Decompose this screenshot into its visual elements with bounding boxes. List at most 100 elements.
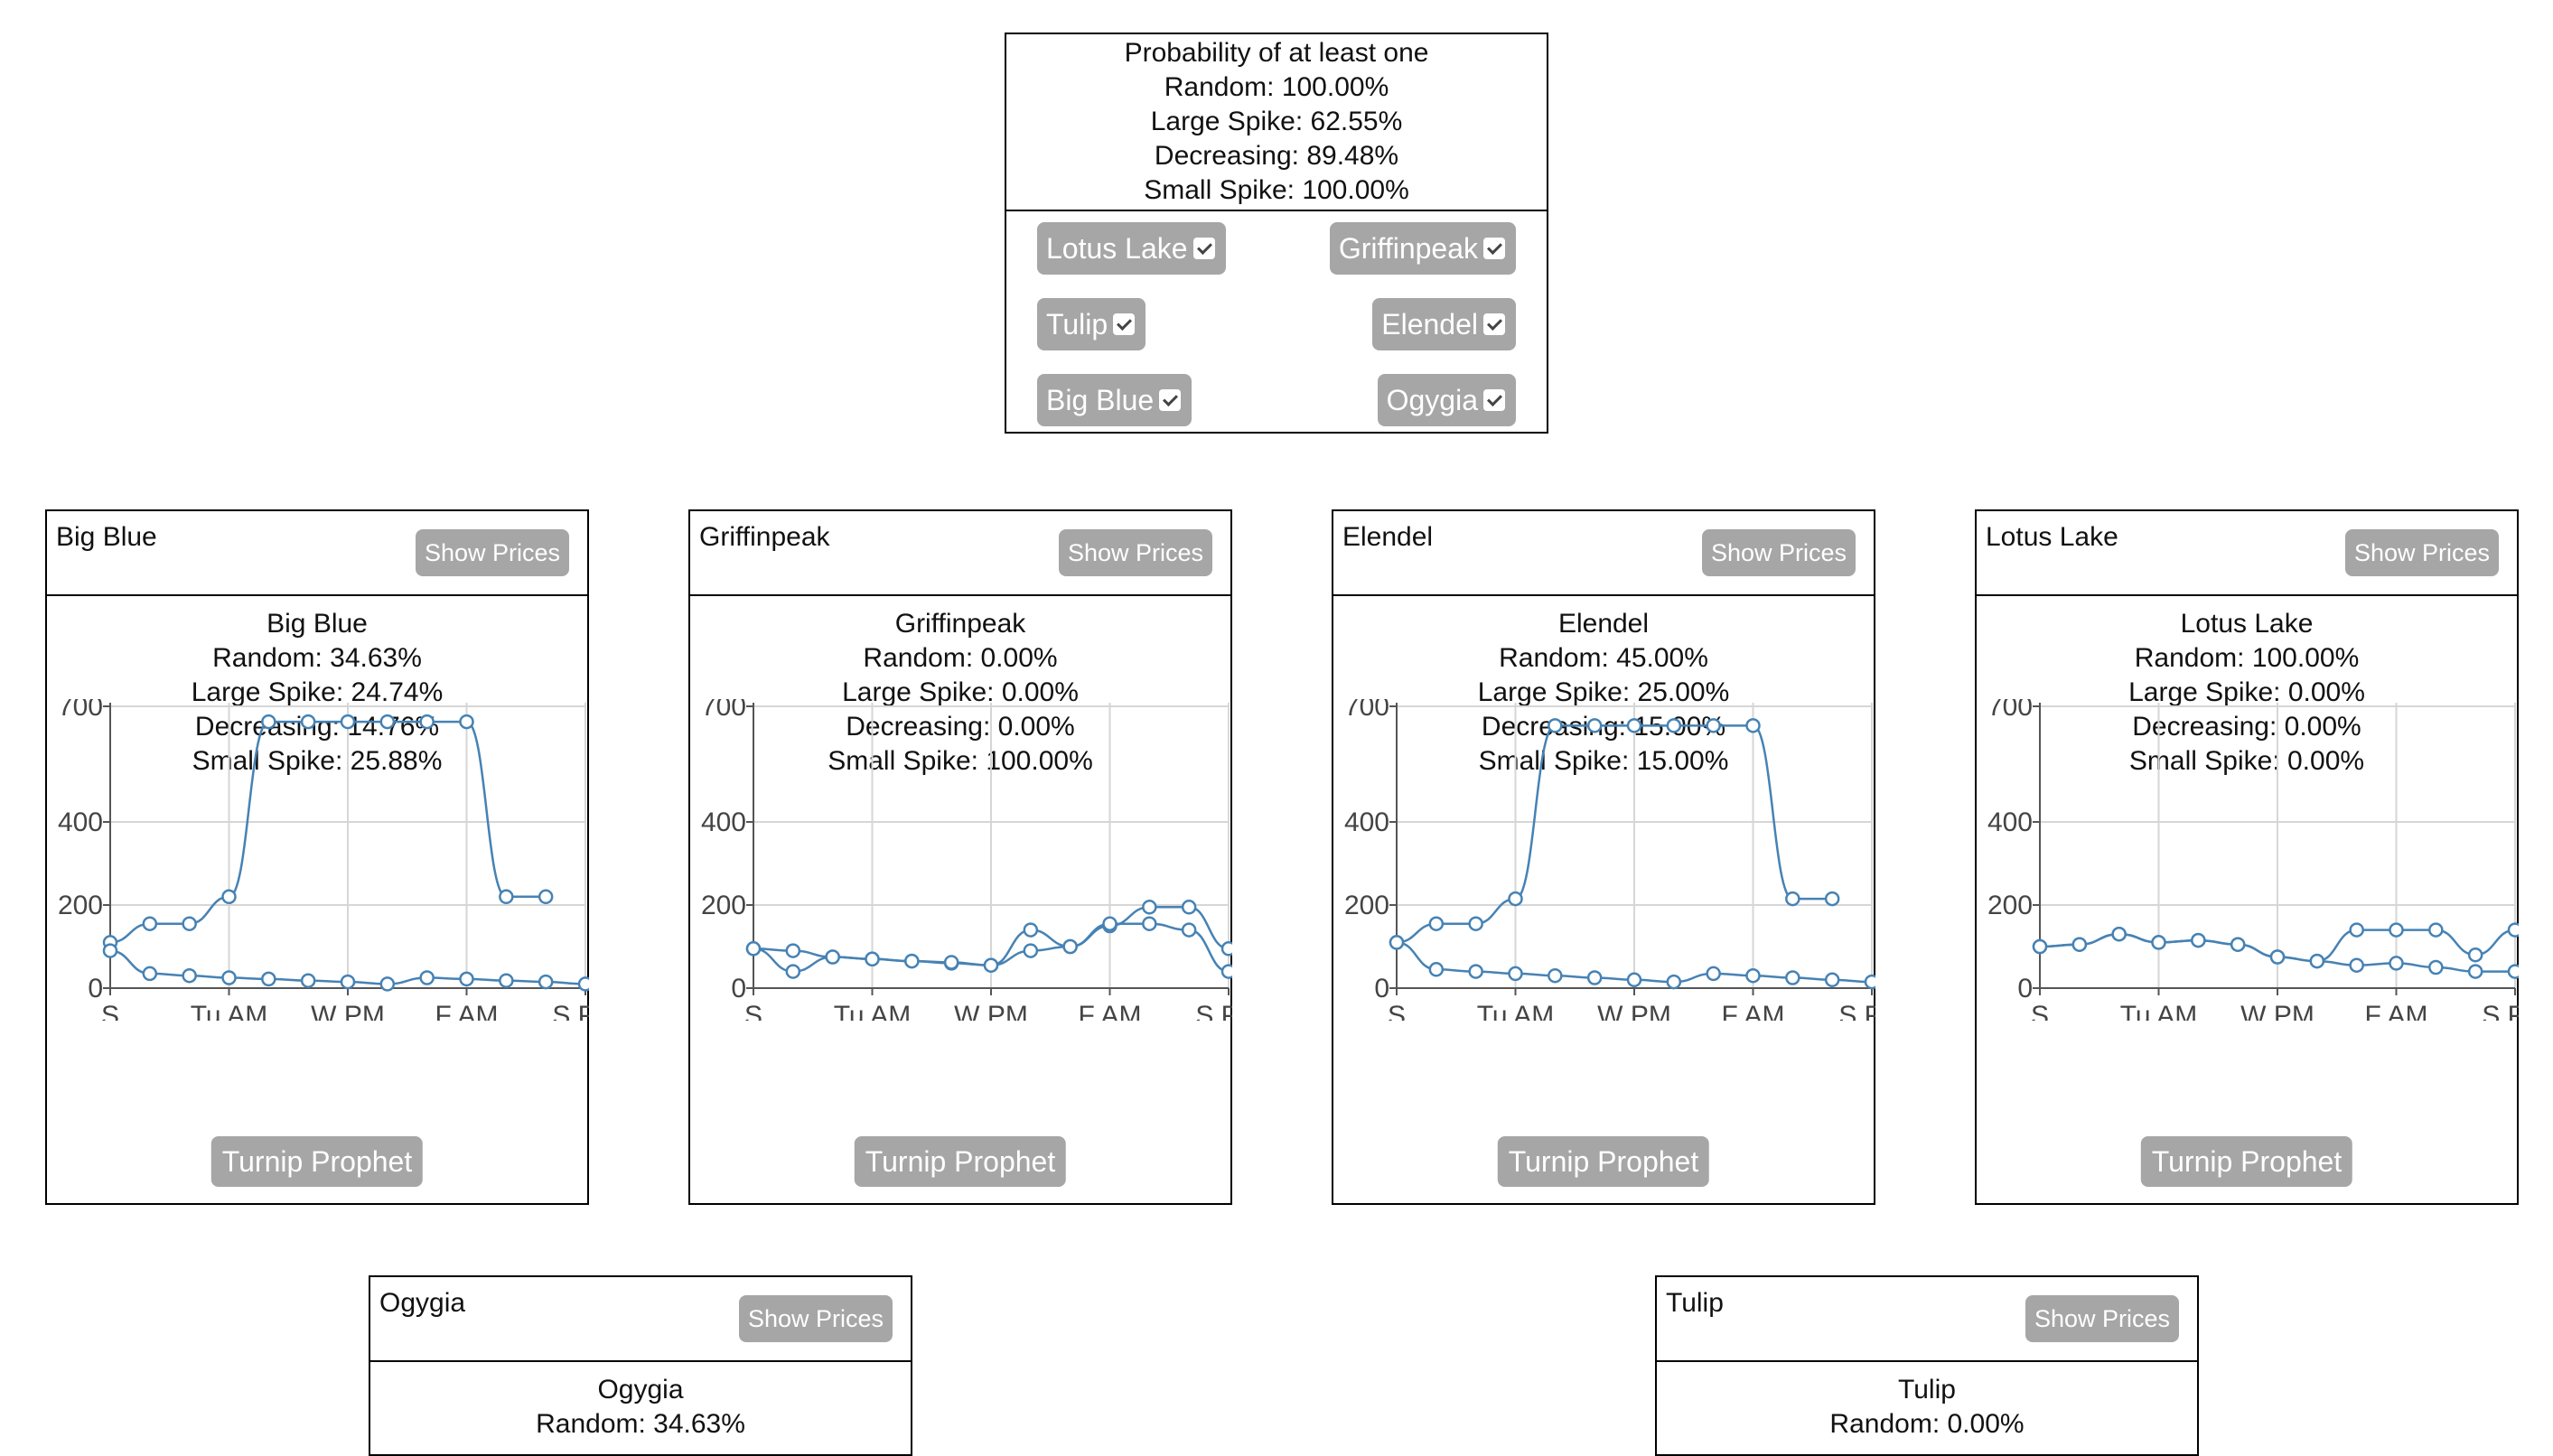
checkbox-checked-icon[interactable] — [1192, 237, 1215, 259]
data-point — [745, 941, 762, 957]
checkbox-checked-icon[interactable] — [1483, 313, 1505, 335]
data-point — [2230, 937, 2246, 952]
toggle-ogygia[interactable]: Ogygia — [1377, 374, 1516, 426]
toggle-label: Tulip — [1046, 308, 1108, 341]
show-prices-button[interactable]: Show Prices — [1701, 529, 1856, 576]
card-stats: Griffinpeak Random: 0.00% Large Spike: 0… — [690, 596, 1230, 779]
toggle-label: Big Blue — [1046, 384, 1155, 416]
data-point — [785, 943, 801, 958]
card-stats: Elendel Random: 45.00% Large Spike: 25.0… — [1333, 596, 1874, 779]
card-title: Griffinpeak — [699, 522, 830, 552]
toggle-griffinpeak[interactable]: Griffinpeak — [1329, 222, 1516, 275]
data-point — [499, 973, 514, 988]
summary-heading: Probability of at least one — [1124, 38, 1429, 68]
y-tick-label: 400 — [1987, 807, 2033, 837]
toggle-elendel[interactable]: Elendel — [1372, 298, 1516, 350]
island-card-griffinpeak: Griffinpeak Show Prices Griffinpeak Rand… — [688, 509, 1232, 1205]
turnip-prophet-button[interactable]: Turnip Prophet — [210, 1136, 424, 1187]
stat-island-name: Griffinpeak — [894, 609, 1026, 639]
show-prices-button[interactable]: Show Prices — [2344, 529, 2499, 576]
data-point — [2428, 922, 2444, 938]
data-point — [1706, 718, 1721, 733]
data-point — [459, 971, 474, 987]
island-card-elendel: Elendel Show Prices Elendel Random: 45.0… — [1332, 509, 1875, 1205]
card-header: Griffinpeak Show Prices — [690, 511, 1230, 596]
y-tick-label: 200 — [58, 891, 103, 920]
show-prices-button[interactable]: Show Prices — [415, 529, 569, 576]
card-stats: Lotus Lake Random: 100.00% Large Spike: … — [1977, 596, 2517, 779]
show-prices-button[interactable]: Show Prices — [2025, 1295, 2179, 1342]
data-point — [499, 889, 514, 905]
data-point — [1626, 718, 1642, 733]
data-point — [1389, 935, 1405, 950]
stat-small-spike: Small Spike: 0.00% — [2128, 746, 2365, 776]
y-tick-label: 0 — [2017, 974, 2033, 1003]
x-tick-label: S — [1388, 1001, 1406, 1021]
stat-large-spike: Large Spike: 0.00% — [842, 677, 1079, 707]
toggle-big-blue[interactable]: Big Blue — [1037, 374, 1192, 426]
x-tick-label: F AM — [1721, 1001, 1784, 1021]
data-point — [2389, 956, 2404, 971]
data-point — [1428, 962, 1445, 977]
data-point — [2349, 957, 2364, 973]
price-chart: 0 200 400 700 S Tu AM W PM F AM S PM — [701, 699, 1232, 1021]
data-point — [1428, 916, 1445, 931]
data-point — [1745, 718, 1761, 733]
data-point — [182, 967, 197, 984]
data-point — [1586, 718, 1603, 733]
data-point — [1586, 970, 1603, 985]
y-tick-label: 200 — [1987, 891, 2033, 920]
checkbox-checked-icon[interactable] — [1483, 388, 1505, 411]
data-point — [1023, 922, 1039, 938]
stat-small-spike: Small Spike: 25.88% — [192, 746, 443, 776]
summary-probabilities: Probability of at least one Random: 100.… — [1006, 34, 1547, 211]
card-stats: Ogygia Random: 34.63% — [370, 1362, 911, 1442]
data-point — [221, 889, 237, 905]
stat-decreasing: Decreasing: 14.76% — [194, 712, 440, 742]
x-tick-label: F AM — [2364, 1001, 2427, 1021]
island-card-ogygia: Ogygia Show Prices Ogygia Random: 34.63% — [369, 1275, 912, 1456]
stat-random: Random: 34.63% — [536, 1409, 745, 1439]
show-prices-button[interactable]: Show Prices — [738, 1295, 893, 1342]
x-tick-label: S — [101, 1001, 119, 1021]
x-tick-label: S — [744, 1001, 762, 1021]
data-point — [142, 916, 158, 931]
data-point — [1785, 891, 1800, 907]
x-tick-label: Tu AM — [2120, 1001, 2198, 1021]
turnip-prophet-button[interactable]: Turnip Prophet — [854, 1136, 1067, 1187]
card-stats: Big Blue Random: 34.63% Large Spike: 24.… — [47, 596, 587, 779]
data-point — [1062, 938, 1078, 955]
y-tick-label: 400 — [1344, 807, 1389, 837]
card-title: Elendel — [1342, 522, 1434, 552]
data-point — [1824, 972, 1840, 988]
data-point — [379, 976, 396, 992]
y-tick-label: 400 — [701, 807, 746, 837]
show-prices-button[interactable]: Show Prices — [1058, 529, 1212, 576]
probability-summary: Probability of at least one Random: 100.… — [1005, 33, 1548, 434]
data-point — [2467, 964, 2483, 979]
x-tick-label: S PM — [1195, 1001, 1232, 1021]
data-point — [459, 714, 474, 730]
card-title: Big Blue — [56, 522, 157, 552]
data-point — [261, 971, 276, 987]
toggle-label: Ogygia — [1386, 384, 1478, 416]
data-point — [182, 916, 197, 931]
turnip-prophet-button[interactable]: Turnip Prophet — [1497, 1136, 1710, 1187]
card-stats: Tulip Random: 0.00% — [1657, 1362, 2197, 1442]
stat-random: Random: 45.00% — [1499, 643, 1708, 673]
data-point — [1548, 967, 1563, 984]
toggle-tulip[interactable]: Tulip — [1037, 298, 1146, 350]
y-tick-label: 0 — [88, 974, 103, 1003]
checkbox-checked-icon[interactable] — [1113, 313, 1136, 335]
x-tick-label: Tu AM — [1477, 1001, 1555, 1021]
stat-random: Random: 34.63% — [212, 643, 422, 673]
checkbox-checked-icon[interactable] — [1159, 388, 1182, 411]
toggle-lotus-lake[interactable]: Lotus Lake — [1037, 222, 1226, 275]
price-chart: 0 200 400 700 S Tu AM W PM F AM S PM — [1344, 699, 1875, 1021]
data-point — [538, 889, 554, 905]
card-title: Tulip — [1666, 1288, 1724, 1318]
checkbox-checked-icon[interactable] — [1483, 237, 1505, 259]
data-point — [983, 957, 999, 973]
y-tick-label: 400 — [58, 807, 103, 837]
turnip-prophet-button[interactable]: Turnip Prophet — [2140, 1136, 2353, 1187]
